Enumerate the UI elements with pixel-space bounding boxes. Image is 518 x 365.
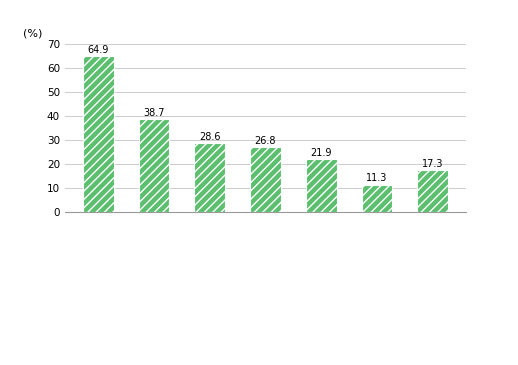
Bar bbox=[194, 143, 225, 212]
Text: 28.6: 28.6 bbox=[199, 132, 221, 142]
Bar bbox=[83, 56, 113, 212]
Text: 17.3: 17.3 bbox=[422, 159, 443, 169]
Bar bbox=[362, 185, 392, 212]
Bar bbox=[250, 147, 281, 212]
Text: 64.9: 64.9 bbox=[88, 45, 109, 55]
Bar bbox=[418, 170, 448, 212]
Bar bbox=[306, 159, 337, 212]
Bar bbox=[139, 119, 169, 212]
Text: 11.3: 11.3 bbox=[366, 173, 387, 183]
Text: 38.7: 38.7 bbox=[143, 108, 165, 118]
Text: 21.9: 21.9 bbox=[310, 148, 332, 158]
Text: 26.8: 26.8 bbox=[255, 136, 276, 146]
Y-axis label: (%): (%) bbox=[23, 29, 42, 39]
